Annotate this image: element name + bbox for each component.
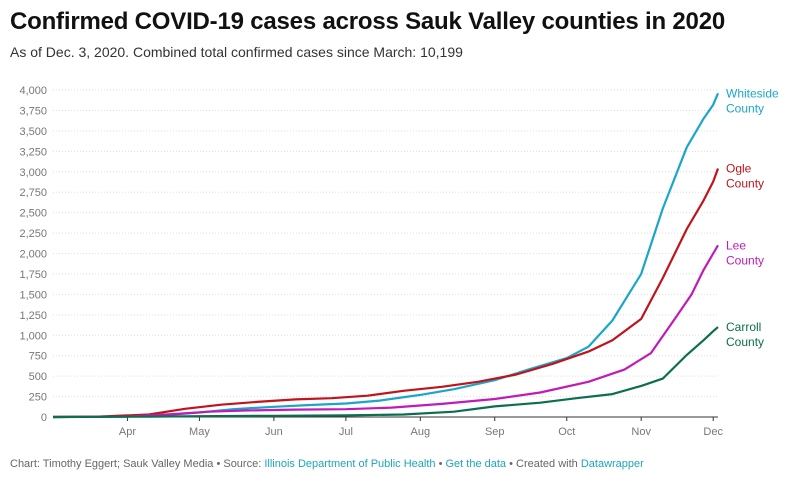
- y-tick-label: 0: [41, 412, 47, 424]
- y-tick-label: 3,500: [19, 126, 47, 138]
- x-tick-label: Dec: [703, 426, 723, 438]
- y-tick-label: 2,000: [19, 249, 47, 261]
- series-label-ogle-county: County: [726, 176, 764, 190]
- x-tick-label: Sep: [485, 426, 505, 438]
- y-tick-label: 2,750: [19, 187, 47, 199]
- x-tick-label: Nov: [631, 426, 651, 438]
- x-tick-label: Jun: [265, 426, 283, 438]
- series-line-ogle-county: [52, 168, 720, 419]
- y-tick-label: 3,250: [19, 146, 47, 158]
- y-tick-label: 3,000: [19, 167, 47, 179]
- footer-separator: •: [435, 458, 446, 470]
- datawrapper-link[interactable]: Datawrapper: [580, 458, 644, 470]
- y-tick-label: 1,250: [19, 310, 47, 322]
- y-tick-label: 500: [29, 371, 47, 383]
- get-data-link[interactable]: Get the data: [445, 458, 507, 470]
- x-tick-label: Apr: [119, 426, 136, 438]
- x-tick-label: Jul: [339, 426, 353, 438]
- x-tick-label: May: [189, 426, 210, 438]
- series-label-lee-county: Lee: [726, 238, 746, 252]
- x-tick-label: Oct: [558, 426, 575, 438]
- y-tick-label: 250: [29, 392, 47, 404]
- footer-credit: Chart: Timothy Eggert; Sauk Valley Media: [10, 458, 214, 470]
- series-line-whiteside-county: [52, 92, 720, 419]
- chart-footer: Chart: Timothy Eggert; Sauk Valley Media…: [10, 458, 644, 470]
- line-chart: 0 250 500 750 1,000 1,250 1,500 1,750 2,000 2,250…: [19, 85, 779, 438]
- series-label-ogle-county: Ogle: [726, 161, 752, 175]
- series-line-carroll-county: [52, 326, 719, 419]
- footer-separator: • Created with: [506, 458, 581, 470]
- x-tick-label: Aug: [411, 426, 431, 438]
- series-label-whiteside-county: County: [726, 101, 764, 115]
- y-tick-label: 1,000: [19, 330, 47, 342]
- series-line-lee-county: [52, 244, 719, 419]
- y-tick-label: 2,250: [19, 228, 47, 240]
- y-tick-label: 1,750: [19, 269, 47, 281]
- y-tick-label: 1,500: [19, 289, 47, 301]
- footer-separator: • Source:: [213, 458, 265, 470]
- series-label-whiteside-county: Whiteside: [726, 86, 779, 100]
- y-tick-label: 4,000: [19, 85, 47, 97]
- series-label-carroll-county: Carroll: [726, 320, 761, 334]
- chart-title: Confirmed COVID-19 cases across Sauk Val…: [10, 8, 725, 35]
- source-link[interactable]: Illinois Department of Public Health: [264, 458, 436, 470]
- y-tick-label: 2,500: [19, 208, 47, 220]
- chart-subtitle: As of Dec. 3, 2020. Combined total confi…: [10, 44, 463, 60]
- series-label-lee-county: County: [726, 253, 764, 267]
- y-tick-label: 750: [29, 351, 47, 363]
- y-tick-label: 3,750: [19, 105, 47, 117]
- series-label-carroll-county: County: [726, 335, 764, 349]
